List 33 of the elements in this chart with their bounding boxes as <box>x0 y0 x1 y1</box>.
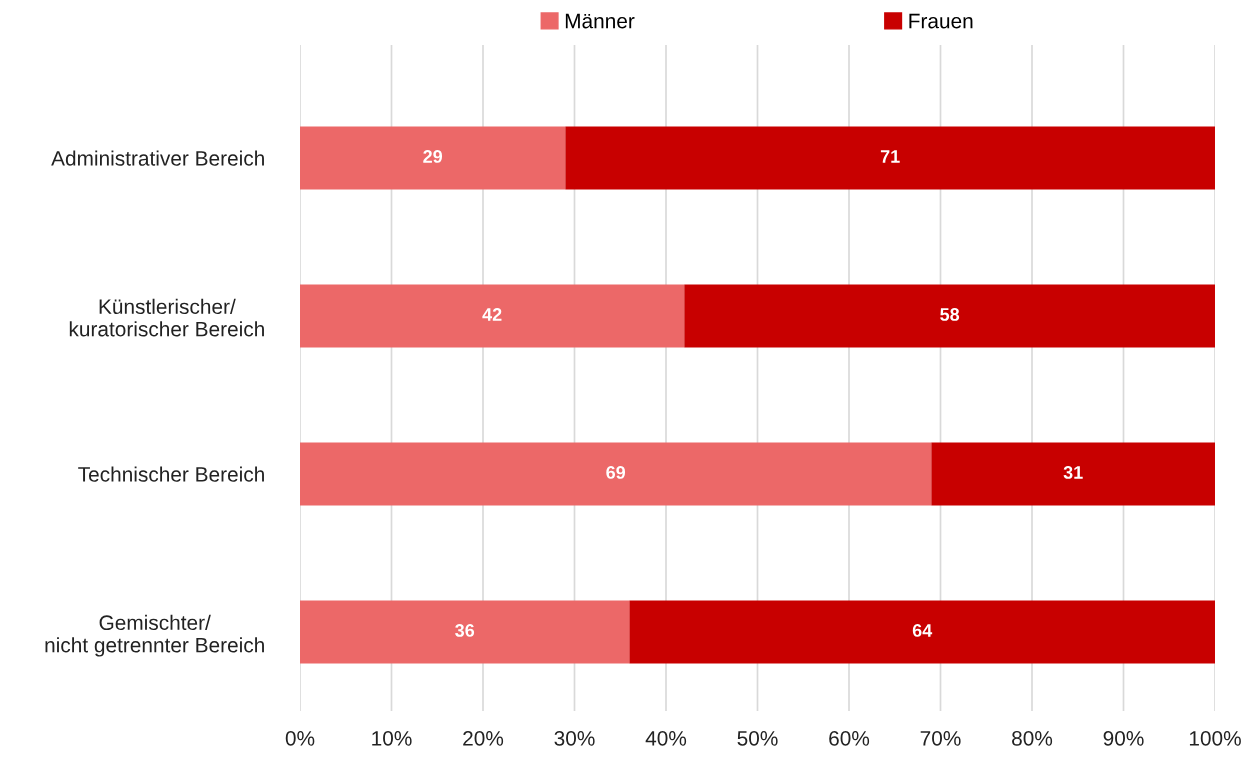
data-label: 71 <box>880 150 900 163</box>
bar <box>629 600 1215 664</box>
y-tick-label: Gemischter/ nicht getrennter Bereich <box>45 614 264 657</box>
bar <box>684 284 1215 348</box>
data-label: 58 <box>940 308 960 321</box>
x-tick-label: 50% <box>737 730 778 746</box>
x-tick-label: 30% <box>554 730 595 746</box>
bar <box>300 126 566 190</box>
bar <box>300 600 630 664</box>
x-tick-label: 90% <box>1103 730 1144 746</box>
x-tick-label: 20% <box>463 730 504 746</box>
x-tick-label: 100% <box>1189 730 1241 746</box>
y-tick-label: Technischer Bereich <box>78 466 264 482</box>
data-label: 29 <box>423 150 443 163</box>
x-tick-label: 60% <box>829 730 870 746</box>
data-label: 64 <box>912 624 933 637</box>
data-label: 31 <box>1063 466 1083 479</box>
legend-label: Frauen <box>909 13 973 29</box>
x-tick-label: 10% <box>372 730 412 746</box>
bar <box>300 284 685 348</box>
bar <box>565 126 1215 190</box>
x-tick-label: 80% <box>1012 730 1053 746</box>
x-tick-label: 0% <box>285 730 315 746</box>
y-tick-label: Administrativer Bereich <box>51 150 264 166</box>
bar <box>931 442 1215 506</box>
x-tick-label: 70% <box>920 730 961 746</box>
data-label: 69 <box>606 466 626 479</box>
bar <box>300 442 932 506</box>
x-tick-label: 40% <box>645 730 687 746</box>
data-label: 42 <box>482 308 502 321</box>
data-label: 36 <box>455 624 475 637</box>
y-tick-label: Künstlerischer/ kuratorischer Bereich <box>69 298 264 337</box>
legend-label: Männer <box>565 13 635 29</box>
